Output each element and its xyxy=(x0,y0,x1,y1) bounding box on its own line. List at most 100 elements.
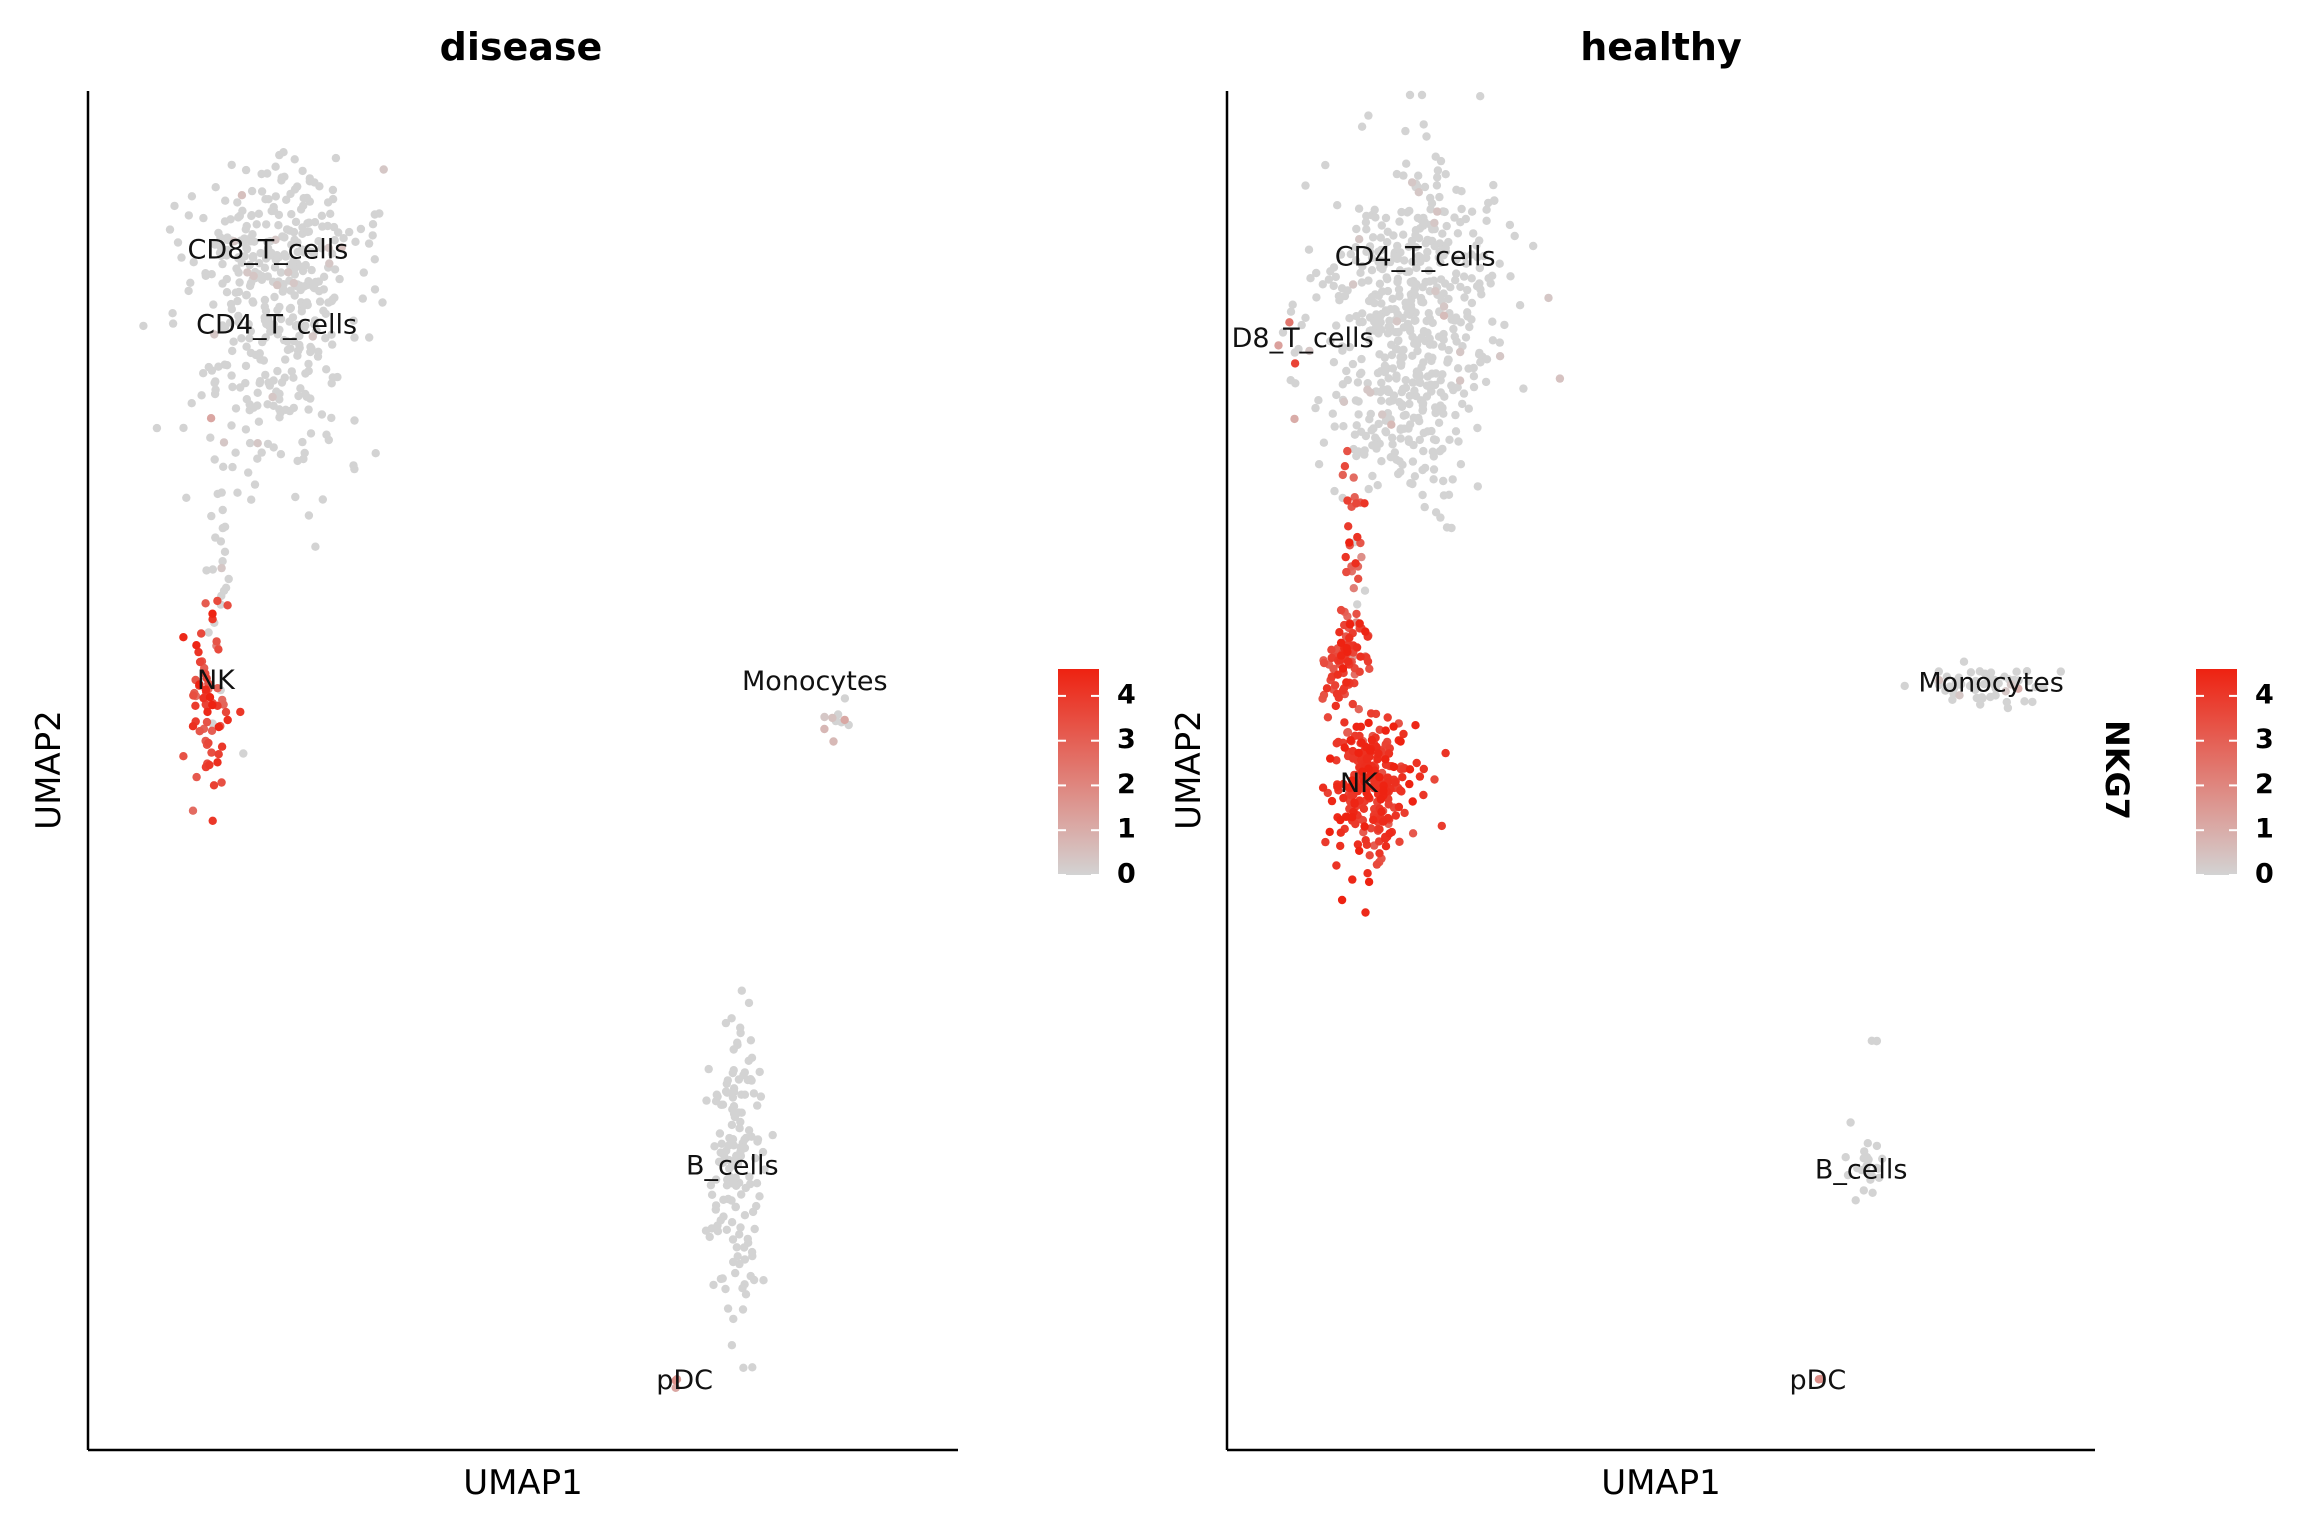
cell-point-cd4_t_cells xyxy=(1381,213,1391,223)
cell-point-cd4_t_cells xyxy=(241,378,250,388)
cell-point-nk xyxy=(188,806,198,815)
cell-point-nk xyxy=(201,700,210,709)
cell-point-cd4_t_cells xyxy=(1312,268,1321,278)
cluster-label: CD8_T_cells xyxy=(187,235,348,266)
cell-point-tcell_lower xyxy=(1364,484,1373,494)
cell-point-tcell_lower xyxy=(1451,427,1461,436)
cell-point-cd4_t_cells xyxy=(245,400,254,409)
cell-point-nk xyxy=(208,816,217,825)
cell-point-cd4_t_cells xyxy=(1452,337,1461,346)
cell-point-cd4_t_cells xyxy=(254,417,264,426)
cell-point-tcell_lower xyxy=(1330,422,1339,431)
cell-point-cd4_t_cells xyxy=(1452,185,1461,194)
cell-point-cd4_t_cells xyxy=(1357,278,1367,287)
cell-point-cd8_t_cells xyxy=(199,213,208,223)
cell-point-tcell_lower xyxy=(1430,380,1440,390)
cell-point-cd4_t_cells xyxy=(281,405,290,414)
cell-point-cd4_t_cells xyxy=(241,165,251,175)
y-axis-label: UMAP2 xyxy=(1169,710,1209,830)
cell-point-cd4_t_cells xyxy=(274,221,283,230)
cell-point-cd4_t_cells xyxy=(214,362,223,371)
cell-point-cd4_t_cells xyxy=(1371,213,1380,222)
cell-point-cd4_t_cells xyxy=(1407,178,1417,187)
cell-point-cd4_t_cells xyxy=(293,456,302,466)
cell-point-cd8_t_cells xyxy=(256,248,265,258)
cluster-label: pDC xyxy=(1790,1365,1847,1396)
cell-point-cd8_t_cells xyxy=(287,210,296,219)
cell-point-nk xyxy=(1365,851,1374,860)
cell-point-cd4_t_cells xyxy=(277,378,287,387)
cell-point-cd4_t_cells xyxy=(1464,364,1473,373)
cell-point-cd4_t_cells xyxy=(302,298,312,307)
cell-point-b_cells xyxy=(752,1179,762,1188)
cell-point-cd4_t_cells xyxy=(1463,285,1472,295)
cell-point-cd8_t_cells xyxy=(227,160,236,170)
cell-point-cd4_t_cells xyxy=(297,307,306,316)
cell-point-nk_stream xyxy=(1352,609,1361,619)
cell-point-monocytes xyxy=(1948,695,1957,704)
cell-point-nk_upper xyxy=(1342,644,1351,653)
cell-point-cd4_t_cells xyxy=(228,382,237,392)
cell-point-nk_upper xyxy=(1337,651,1346,660)
cell-point-monocytes xyxy=(829,737,838,746)
cell-point-b_cells xyxy=(716,1274,726,1284)
cell-point-b_cells xyxy=(715,1129,725,1138)
cell-point-b_cells xyxy=(736,1147,745,1156)
cell-point-tcell_lower xyxy=(1343,375,1353,385)
cell-point-cd4_t_cells xyxy=(1348,280,1358,289)
cell-point-cd4_t_cells xyxy=(299,324,308,334)
cell-point-cd4_t_cells xyxy=(1467,207,1477,216)
cell-point-cd4_t_cells xyxy=(1392,317,1402,326)
cell-point-cd4_t_cells xyxy=(1475,236,1484,245)
cell-point-tcell_lower xyxy=(1414,370,1424,379)
cell-point-nk_stream xyxy=(1351,559,1360,568)
cell-point-cd8_t_cells xyxy=(282,195,291,204)
cell-point-cd4_t_cells xyxy=(1450,213,1459,222)
cell-point-cd4_t_cells xyxy=(1444,294,1453,304)
cell-point-b_cells xyxy=(743,1234,752,1244)
cell-point-cd4_t_cells xyxy=(1430,218,1439,228)
cell-point-b_cells xyxy=(728,1093,738,1102)
cell-point-cd4_t_cells xyxy=(211,385,220,394)
cell-point-tcell_lower xyxy=(1392,371,1401,380)
cell-point-tcell_lower xyxy=(1378,410,1387,419)
cell-point-nk_stream xyxy=(1357,552,1366,562)
cell-point-tcell_lower xyxy=(1439,409,1448,418)
cell-point-cd4_t_cells xyxy=(314,237,323,246)
cell-point-cd4_t_cells xyxy=(1384,374,1393,383)
cell-point-b_cells xyxy=(731,1202,740,1212)
cell-point-cd4_t_cells xyxy=(1331,272,1341,282)
cell-point-b_cells xyxy=(727,1196,736,1205)
cell-point-cd4_t_cells xyxy=(281,252,290,261)
cell-point-nk xyxy=(1364,877,1374,887)
cell-point-nk xyxy=(1323,713,1333,722)
cell-point-cd4_t_cells xyxy=(324,435,333,445)
cell-point-cd4_t_cells xyxy=(1372,321,1381,330)
cell-point-cd4_t_cells xyxy=(1460,252,1469,261)
cell-point-cd4_t_cells xyxy=(228,462,237,472)
cell-point-monocytes xyxy=(1955,691,1964,700)
cell-point-tcell_lower xyxy=(1398,384,1408,394)
color-bar-tick-label: 0 xyxy=(1117,859,1136,890)
color-bar-tick-label: 1 xyxy=(2255,814,2274,845)
cell-point-cd4_t_cells xyxy=(1365,247,1375,257)
cell-point-nk_stream xyxy=(1354,574,1363,583)
cell-point-nk xyxy=(197,629,206,638)
cluster-label: D8_T_cells xyxy=(1232,323,1374,354)
cell-point-cd4_t_cells xyxy=(328,185,338,195)
cell-point-cd4_t_cells xyxy=(253,388,262,397)
cell-point-b_cells xyxy=(729,1257,738,1267)
color-bar xyxy=(1058,669,1099,875)
cell-point-b_cells xyxy=(731,1268,740,1278)
cell-point-monocytes xyxy=(828,713,837,723)
cell-point-cd4_t_cells xyxy=(1413,346,1422,356)
cell-point-cd8_t_cells xyxy=(359,268,368,277)
cell-point-b_cells xyxy=(745,1172,754,1182)
cell-point-cd4_t_cells xyxy=(211,183,220,192)
cell-point-nk xyxy=(1348,754,1358,763)
color-bar-tick-label: 1 xyxy=(1117,814,1136,845)
cell-point-nk xyxy=(1357,738,1366,747)
cell-point-nk xyxy=(1355,846,1364,855)
cell-point-nk xyxy=(213,596,222,606)
cell-point-cd4_t_cells xyxy=(1358,317,1367,327)
